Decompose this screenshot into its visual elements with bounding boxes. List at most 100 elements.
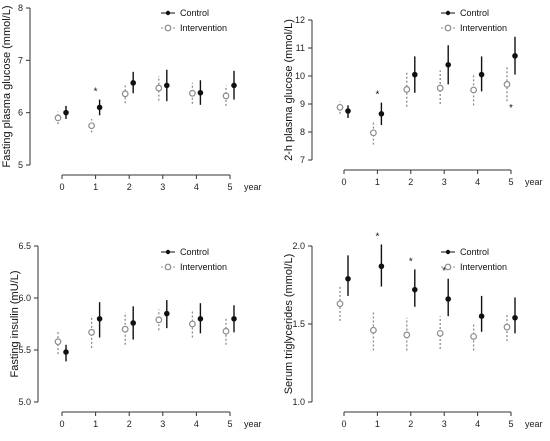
y-tick-label: 1.0	[292, 397, 305, 407]
intervention-point	[155, 316, 163, 324]
x-tick-label: 1	[375, 419, 380, 429]
x-tick-label: 2	[127, 419, 132, 429]
legend-control-label: Control	[180, 247, 209, 257]
control-point	[512, 314, 518, 321]
control-point	[63, 349, 69, 355]
y-axis-title: Serum triglycerides (mmol/L)	[283, 254, 295, 395]
y-axis-title: 2-h plasma glucose (mmol/L)	[283, 19, 295, 161]
x-tick-label: 4	[475, 419, 480, 429]
legend-control-label: Control	[460, 247, 489, 257]
significance-star: *	[375, 231, 379, 242]
control-point	[445, 296, 452, 302]
intervention-point	[470, 333, 478, 340]
control-point	[130, 320, 137, 326]
x-tick-label: 0	[59, 419, 64, 429]
x-tick-label: 1	[375, 177, 380, 187]
control-point	[378, 111, 385, 117]
x-tick-label: 3	[442, 419, 447, 429]
y-tick-label: 10	[295, 71, 305, 81]
x-axis-title: year	[244, 419, 262, 429]
y-tick-label: 6.0	[18, 293, 31, 303]
intervention-point	[121, 325, 129, 333]
legend: Control Intervention	[161, 247, 227, 272]
intervention-point	[155, 84, 163, 92]
y-tick-label: 7	[300, 155, 305, 165]
intervention-point	[222, 327, 230, 335]
significance-star: *	[509, 103, 513, 114]
intervention-point	[503, 80, 511, 88]
intervention-point	[88, 122, 95, 130]
y-tick-label: 8	[300, 127, 305, 137]
control-point	[197, 89, 204, 96]
legend-intervention-marker	[444, 24, 452, 32]
legend-intervention-label: Intervention	[460, 262, 507, 272]
intervention-point	[336, 103, 344, 111]
y-tick-label: 9	[300, 99, 305, 109]
intervention-point	[403, 331, 411, 339]
intervention-point	[222, 92, 230, 100]
control-point	[411, 286, 418, 293]
y-tick-label: 5.5	[18, 345, 31, 355]
x-tick-label: 5	[227, 182, 232, 192]
control-point	[345, 275, 351, 282]
control-point	[445, 62, 452, 68]
x-tick-label: 2	[408, 177, 413, 187]
legend-intervention-label: Intervention	[460, 23, 507, 33]
control-point	[512, 53, 518, 59]
intervention-point	[403, 86, 411, 93]
intervention-point	[436, 84, 444, 92]
intervention-point	[54, 338, 62, 346]
intervention-point	[121, 90, 129, 98]
control-point	[345, 108, 351, 114]
x-axis-title: year	[525, 419, 543, 429]
x-tick-label: 2	[408, 419, 413, 429]
control-point	[478, 313, 485, 320]
significance-star: *	[409, 256, 413, 267]
control-point	[378, 263, 385, 270]
x-tick-label: 3	[160, 182, 165, 192]
x-axis-title: year	[244, 182, 262, 192]
x-tick-label: 4	[194, 419, 199, 429]
intervention-point	[436, 329, 444, 337]
legend-control-marker	[445, 249, 451, 255]
x-tick-label: 3	[160, 419, 165, 429]
intervention-point	[88, 328, 95, 336]
chart-panel-3: 5.0 5.5 6.0 6.5 Fasting insulin (mU/L) 0 1 2 3 4 5…	[9, 241, 262, 429]
x-tick-label: 5	[227, 419, 232, 429]
x-tick-label: 4	[194, 182, 199, 192]
intervention-point	[336, 300, 344, 308]
legend-control-marker	[165, 249, 171, 255]
control-point	[164, 82, 170, 89]
y-tick-label: 5	[18, 160, 23, 170]
legend-control-label: Control	[460, 8, 489, 18]
x-tick-label: 1	[93, 182, 98, 192]
y-tick-label: 6	[18, 108, 23, 118]
legend-control-marker	[445, 10, 451, 16]
y-axis-title: Fasting plasma glucose (mmol/L)	[1, 5, 13, 167]
intervention-point	[503, 323, 511, 331]
control-point	[96, 315, 103, 322]
legend-control-label: Control	[180, 8, 209, 18]
control-point	[164, 310, 170, 317]
legend-intervention-label: Intervention	[180, 23, 227, 33]
legend: Control Intervention	[441, 8, 507, 33]
control-point	[411, 71, 418, 78]
control-point	[478, 71, 485, 78]
control-point	[197, 315, 204, 322]
x-tick-label: 3	[442, 177, 447, 187]
legend-intervention-label: Intervention	[180, 262, 227, 272]
intervention-point	[370, 326, 377, 334]
x-tick-label: 2	[127, 182, 132, 192]
legend-intervention-marker	[444, 263, 452, 271]
legend-control-marker	[165, 10, 171, 16]
y-tick-label: 7	[18, 55, 23, 65]
x-tick-label: 0	[341, 177, 346, 187]
control-point	[231, 315, 237, 322]
chart-panel-4: 1.0 1.5 2.0 Serum triglycerides (mmol/L) 0 1 2…	[283, 231, 543, 429]
y-tick-label: 5.0	[18, 397, 31, 407]
y-tick-label: 6.5	[18, 241, 31, 251]
x-tick-label: 4	[475, 177, 480, 187]
chart-panel-1: 5 6 7 8 Fasting plasma glucose (mmol/L) 0 1 2 3 4…	[1, 3, 262, 192]
